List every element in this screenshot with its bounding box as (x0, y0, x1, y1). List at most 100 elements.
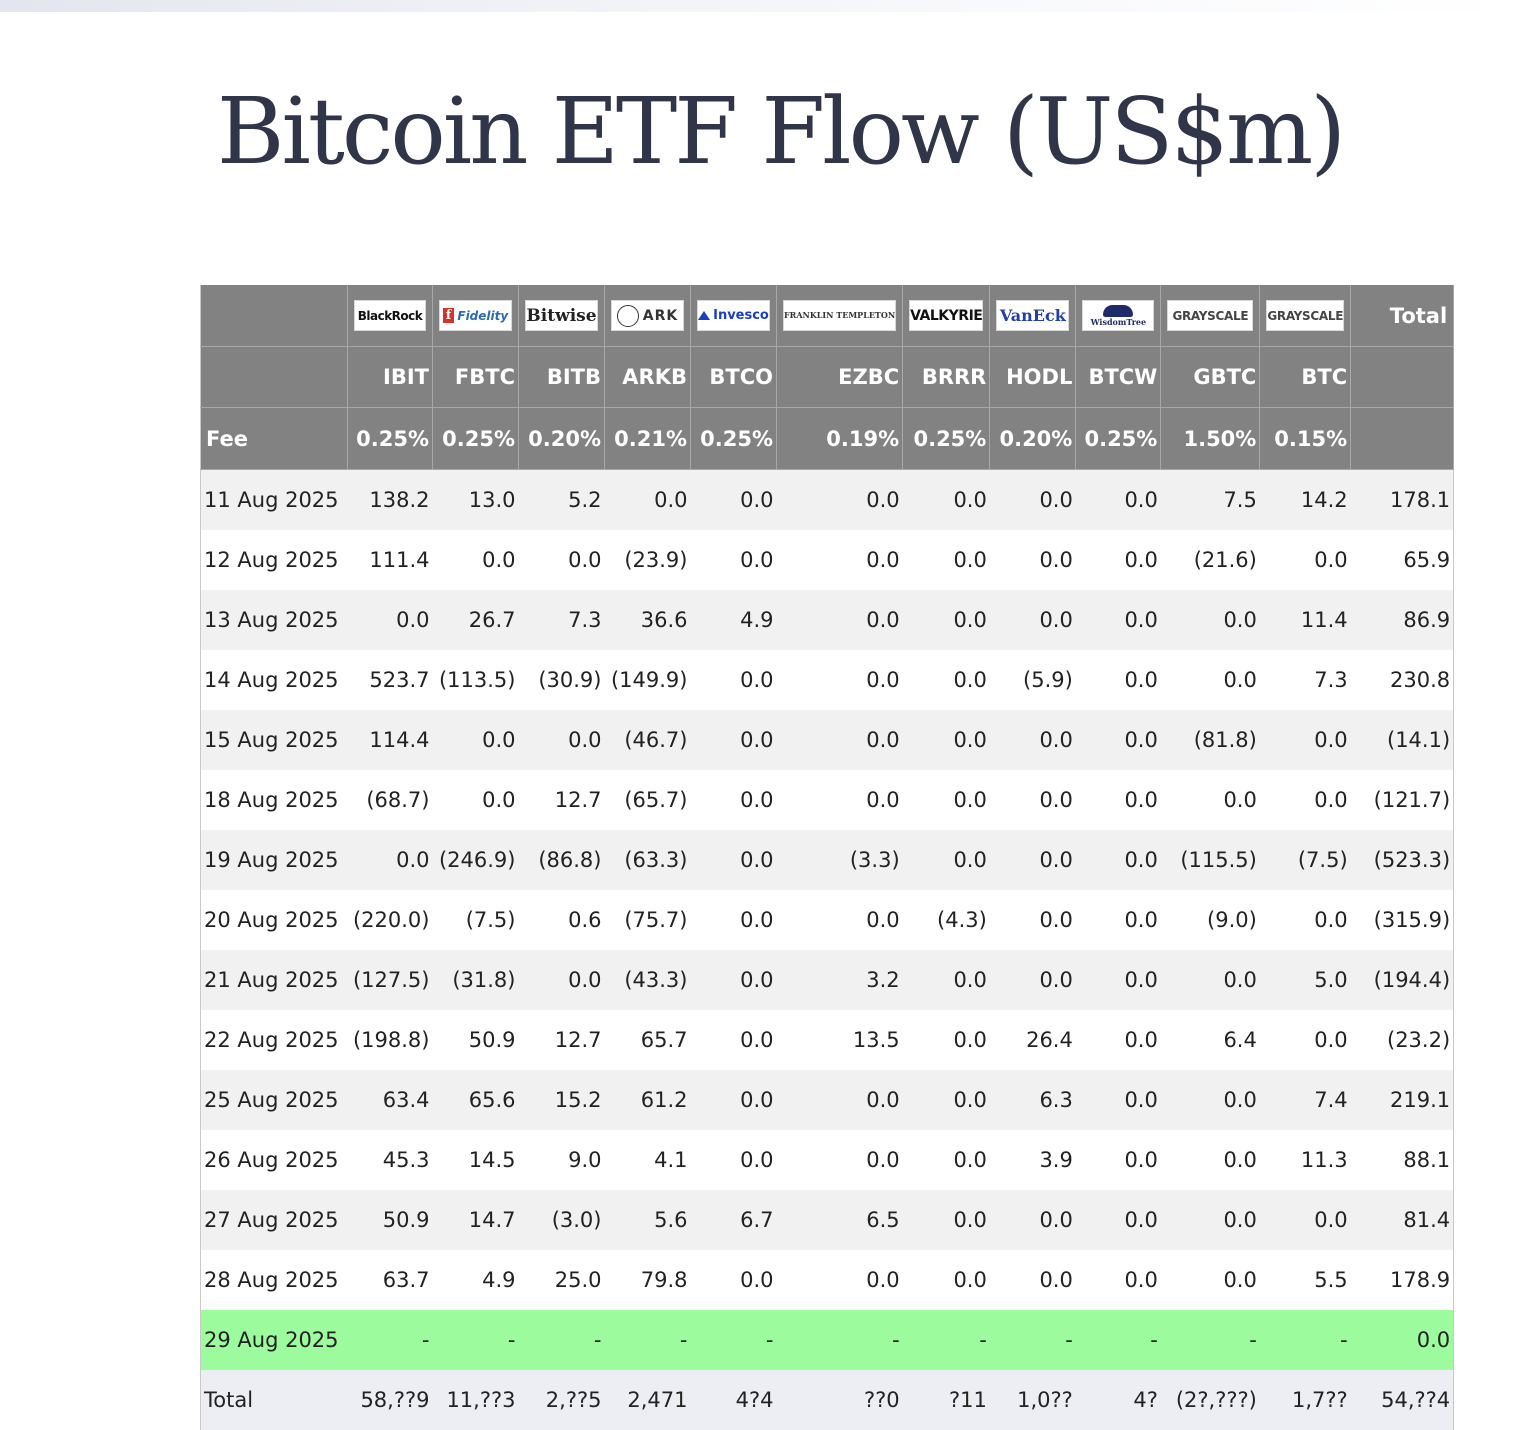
flow-cell: 7.3 (1260, 650, 1351, 710)
flow-cell: 0.0 (990, 1250, 1076, 1310)
flow-cell: 0.0 (777, 650, 903, 710)
flow-cell: 0.0 (990, 710, 1076, 770)
flow-cell: 26.4 (990, 1010, 1076, 1070)
logo-cell-invesco: Invesco (691, 285, 777, 347)
flow-cell: 0.0 (1260, 530, 1351, 590)
flow-cell: (43.3) (605, 950, 691, 1010)
total-cell: 4? (1076, 1370, 1161, 1430)
flow-cell: 0.0 (1076, 650, 1161, 710)
date-cell: 11 Aug 2025 (201, 470, 348, 531)
ticker-total-cell (1351, 347, 1454, 408)
ticker-header: IBIT (348, 347, 433, 408)
flow-cell: 0.0 (777, 890, 903, 950)
total-cell: ??0 (777, 1370, 903, 1430)
row-total-cell: 230.8 (1351, 650, 1454, 710)
flow-cell: - (1161, 1310, 1260, 1370)
flow-cell: 0.0 (990, 590, 1076, 650)
flow-cell: 0.0 (903, 650, 990, 710)
flow-cell: - (1260, 1310, 1351, 1370)
flow-cell: 0.0 (433, 710, 519, 770)
ticker-header: EZBC (777, 347, 903, 408)
flow-cell: (220.0) (348, 890, 433, 950)
table-row: 29 Aug 2025-----------0.0 (201, 1310, 1454, 1370)
flow-cell: 114.4 (348, 710, 433, 770)
flow-cell: - (348, 1310, 433, 1370)
flow-cell: (115.5) (1161, 830, 1260, 890)
row-total-cell: (23.2) (1351, 1010, 1454, 1070)
flow-cell: 7.5 (1161, 470, 1260, 531)
row-total-cell: 219.1 (1351, 1070, 1454, 1130)
flow-cell: 11.4 (1260, 590, 1351, 650)
flow-cell: (63.3) (605, 830, 691, 890)
flow-cell: 0.0 (1076, 1190, 1161, 1250)
flow-cell: 0.0 (1076, 530, 1161, 590)
flow-cell: 0.0 (1076, 770, 1161, 830)
flow-cell: 0.0 (1076, 830, 1161, 890)
flow-cell: 0.0 (691, 770, 777, 830)
total-cell: 1,7?? (1260, 1370, 1351, 1430)
blackrock-logo: BlackRock (354, 300, 426, 331)
flow-cell: 0.0 (691, 1070, 777, 1130)
ticker-header: ARKB (605, 347, 691, 408)
fee-label: Fee (201, 408, 348, 470)
row-total-cell: 0.0 (1351, 1310, 1454, 1370)
flow-cell: 9.0 (519, 1130, 605, 1190)
date-cell: 18 Aug 2025 (201, 770, 348, 830)
flow-cell: 0.0 (519, 710, 605, 770)
flow-cell: 0.0 (1161, 950, 1260, 1010)
flow-cell: 26.7 (433, 590, 519, 650)
date-cell: 28 Aug 2025 (201, 1250, 348, 1310)
row-total-cell: 178.1 (1351, 470, 1454, 531)
total-cell: ?11 (903, 1370, 990, 1430)
flow-cell: (81.8) (1161, 710, 1260, 770)
flow-cell: 13.5 (777, 1010, 903, 1070)
flow-cell: 0.0 (691, 830, 777, 890)
flow-cell: 14.7 (433, 1190, 519, 1250)
flow-cell: 0.0 (777, 530, 903, 590)
ticker-header: BTC (1260, 347, 1351, 408)
flow-cell: 0.0 (903, 830, 990, 890)
row-total-cell: 88.1 (1351, 1130, 1454, 1190)
flow-cell: 111.4 (348, 530, 433, 590)
logo-cell-bitwise: Bitwise (519, 285, 605, 347)
fee-value: 0.25% (691, 408, 777, 470)
flow-cell: (4.3) (903, 890, 990, 950)
flow-cell: 25.0 (519, 1250, 605, 1310)
ticker-header: GBTC (1161, 347, 1260, 408)
bitwise-logo: Bitwise (525, 300, 598, 331)
total-cell: 2,??5 (519, 1370, 605, 1430)
flow-cell: (46.7) (605, 710, 691, 770)
flow-cell: 0.0 (1076, 1010, 1161, 1070)
flow-cell: 0.0 (903, 1010, 990, 1070)
date-cell: 21 Aug 2025 (201, 950, 348, 1010)
flow-cell: 3.2 (777, 950, 903, 1010)
total-cell: 11,??3 (433, 1370, 519, 1430)
date-cell: 12 Aug 2025 (201, 530, 348, 590)
flow-cell: (5.9) (990, 650, 1076, 710)
logo-cell-franklin: FRANKLIN TEMPLETON (777, 285, 903, 347)
flow-cell: 0.0 (1161, 1190, 1260, 1250)
flow-cell: 61.2 (605, 1070, 691, 1130)
invesco-logo: Invesco (697, 300, 770, 331)
fee-value: 0.15% (1260, 408, 1351, 470)
flow-cell: 0.0 (691, 530, 777, 590)
flow-cell: 7.4 (1260, 1070, 1351, 1130)
flow-cell: 0.0 (605, 470, 691, 531)
date-cell: 26 Aug 2025 (201, 1130, 348, 1190)
grand-total-cell: 54,??4 (1351, 1370, 1454, 1430)
flow-cell: (7.5) (1260, 830, 1351, 890)
flow-cell: (113.5) (433, 650, 519, 710)
flow-cell: 0.0 (1161, 1130, 1260, 1190)
ticker-header: HODL (990, 347, 1076, 408)
flow-cell: 6.7 (691, 1190, 777, 1250)
flow-cell: - (605, 1310, 691, 1370)
flow-cell: - (777, 1310, 903, 1370)
total-row-label: Total (201, 1370, 348, 1430)
